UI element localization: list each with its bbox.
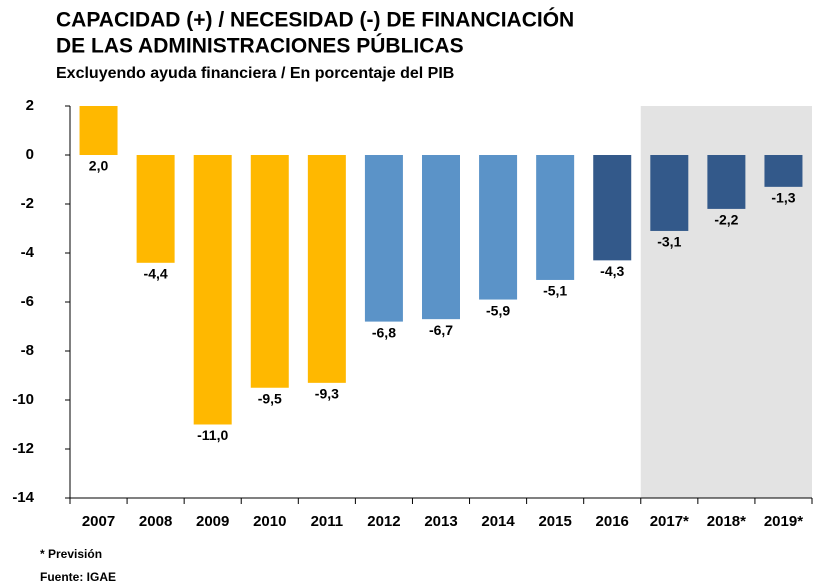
y-tick-label: -8 [21,342,34,359]
x-tick-label: 2008 [139,513,172,530]
y-tick-label: 0 [26,146,34,163]
data-label: -6,8 [372,324,396,340]
x-tick-label: 2015 [538,513,571,530]
bar [536,155,575,280]
x-tick-label: 2012 [367,513,400,530]
footnote: * Previsión [40,547,102,561]
x-tick-label: 2010 [253,513,286,530]
bar [593,155,632,261]
data-label: -9,3 [315,386,339,402]
bar [650,155,689,231]
x-tick-label: 2007 [82,513,115,530]
x-tick-label: 2011 [311,513,344,530]
bar [79,106,118,155]
chart-subtitle: Excluyendo ayuda financiera / En porcent… [56,65,454,82]
x-tick-label: 2014 [481,513,515,530]
y-tick-label: -10 [12,391,34,408]
y-tick-label: 2 [26,97,34,114]
bar [136,155,175,263]
x-tick-label: 2016 [596,513,629,530]
data-label: -9,5 [258,390,282,406]
y-tick-label: -2 [21,195,34,212]
data-label: -4,4 [144,266,168,282]
x-tick-label: 2017* [650,513,689,530]
bar [307,155,346,383]
bar [764,155,803,187]
y-tick-label: -14 [12,489,34,506]
data-label: 2,0 [89,158,109,174]
source: Fuente: IGAE [40,570,116,584]
data-label: -5,1 [543,283,567,299]
bar [479,155,518,300]
y-tick-label: -6 [21,293,34,310]
x-tick-label: 2018* [707,513,746,530]
x-tick-label: 2009 [196,513,229,530]
y-tick-label: -12 [12,440,34,457]
bar [707,155,746,209]
data-label: -4,3 [600,263,624,279]
x-tick-label: 2013 [424,513,457,530]
data-label: -2,2 [714,212,738,228]
bar [364,155,403,322]
chart-title: CAPACIDAD (+) / NECESIDAD (-) DE FINANCI… [56,8,574,32]
bar [193,155,232,425]
y-tick-label: -4 [21,244,35,261]
chart-title: DE LAS ADMINISTRACIONES PÚBLICAS [56,34,464,58]
data-label: -5,9 [486,302,510,318]
data-label: -6,7 [429,322,453,338]
bar [250,155,289,388]
data-label: -1,3 [771,190,795,206]
data-label: -11,0 [197,427,228,443]
data-label: -3,1 [657,234,681,250]
x-tick-label: 2019* [764,513,803,530]
bar [422,155,460,320]
